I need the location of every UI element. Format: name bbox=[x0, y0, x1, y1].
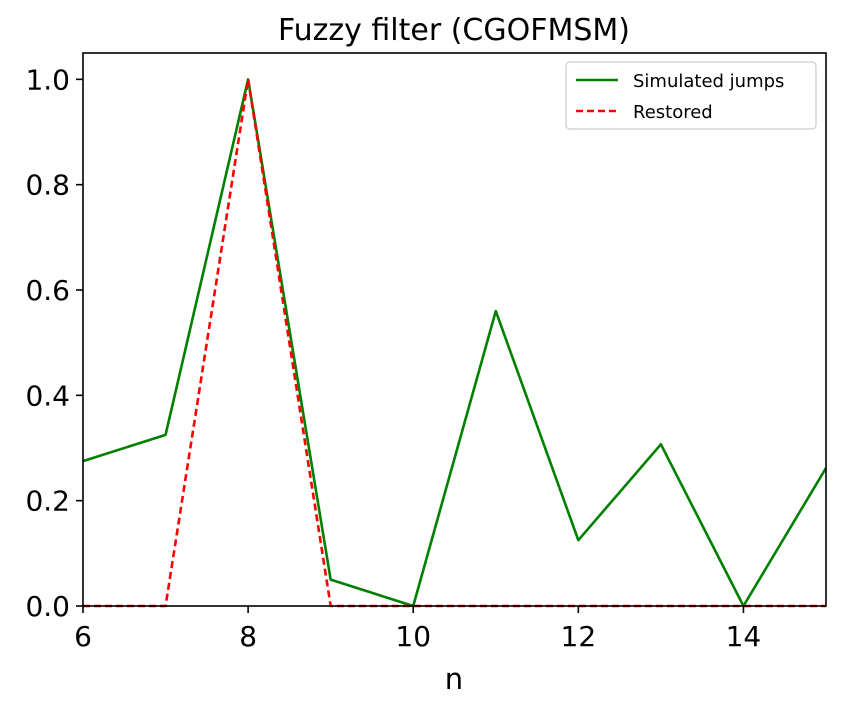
x-tick-label: 12 bbox=[561, 620, 597, 653]
y-tick-label: 0.8 bbox=[25, 169, 70, 202]
series-line-restored bbox=[83, 78, 826, 608]
y-axis: 0.0 0.2 0.4 0.6 0.8 1.0 bbox=[25, 63, 83, 623]
plot-area bbox=[82, 52, 828, 608]
legend: Simulated jumps Restored bbox=[565, 61, 817, 130]
series-layer bbox=[82, 78, 828, 608]
x-axis-label: n bbox=[445, 662, 463, 696]
legend-label-restored: Restored bbox=[633, 102, 713, 123]
x-tick-label: 6 bbox=[74, 620, 92, 653]
x-tick-label: 14 bbox=[726, 620, 762, 653]
chart-title: Fuzzy filter (CGOFMSM) bbox=[278, 13, 630, 48]
x-tick-label: 10 bbox=[395, 620, 431, 653]
y-tick-label: 0.0 bbox=[25, 590, 70, 623]
series-line-simulated-jumps bbox=[82, 78, 828, 608]
y-tick-label: 0.4 bbox=[25, 379, 70, 412]
y-tick-label: 0.6 bbox=[25, 274, 70, 307]
legend-label-simulated-jumps: Simulated jumps bbox=[633, 71, 784, 92]
x-axis: 6 8 10 12 14 bbox=[74, 606, 761, 653]
x-tick-label: 8 bbox=[239, 620, 257, 653]
plot-frame bbox=[82, 52, 827, 607]
legend-box bbox=[565, 61, 817, 130]
y-tick-label: 1.0 bbox=[25, 63, 70, 96]
y-tick-label: 0.2 bbox=[25, 485, 70, 518]
